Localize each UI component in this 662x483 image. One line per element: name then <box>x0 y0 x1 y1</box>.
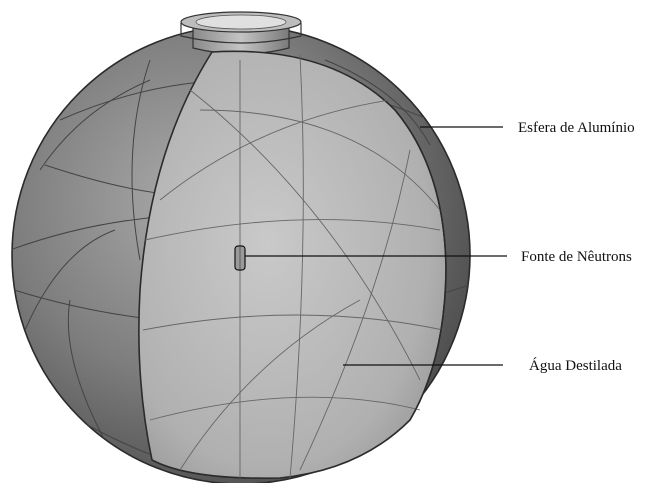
neutron-source <box>235 246 245 270</box>
label-neutron-source: Fonte de Nêutrons <box>521 249 632 265</box>
distilled-water-region <box>139 51 446 478</box>
sphere-neck <box>181 12 301 54</box>
label-distilled-water: Água Destilada <box>529 357 622 374</box>
label-aluminium-sphere: Esfera de Alumínio <box>518 120 635 136</box>
